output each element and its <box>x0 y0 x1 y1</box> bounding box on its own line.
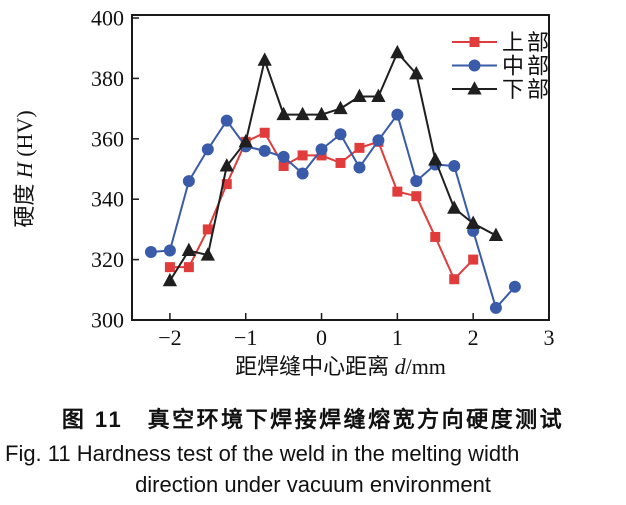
caption-english-line1: Fig. 11 Hardness test of the weld in the… <box>5 441 520 466</box>
x-axis-label: 距焊缝中心距离 d/mm <box>235 354 446 379</box>
circle-marker-icon <box>296 167 309 180</box>
circle-marker-icon <box>144 246 157 259</box>
y-axis: 300 320 340 360 380 400 <box>91 6 139 333</box>
triangle-marker-icon <box>466 215 481 229</box>
circle-marker-icon <box>182 175 195 188</box>
x-axis: −2 −1 0 1 2 3 <box>158 313 555 350</box>
triangle-marker-icon <box>409 66 424 80</box>
triangle-marker-icon <box>428 152 443 166</box>
legend-circle-marker-icon <box>468 59 481 72</box>
circle-marker-icon <box>201 143 214 156</box>
y-tick-label: 320 <box>91 247 124 272</box>
triangle-marker-icon <box>295 106 310 121</box>
triangle-marker-icon <box>276 106 291 121</box>
square-marker-icon <box>468 254 479 265</box>
circle-marker-icon <box>410 175 423 188</box>
series-lower <box>162 44 504 287</box>
triangle-marker-icon <box>488 227 504 241</box>
y-tick-label: 360 <box>91 126 124 151</box>
square-marker-icon <box>411 191 422 202</box>
x-tick-label: −1 <box>234 325 257 350</box>
circle-marker-icon <box>277 150 290 163</box>
triangle-marker-icon <box>257 52 272 66</box>
x-tick-label: 1 <box>392 325 403 350</box>
legend-triangle-marker-icon <box>467 81 482 95</box>
triangle-marker-icon <box>314 106 329 121</box>
circle-marker-icon <box>334 128 347 141</box>
legend-label: 下部 <box>502 77 552 102</box>
plot-border <box>131 14 550 321</box>
legend-item-middle: 中部 <box>452 54 552 79</box>
caption-chinese: 图 11 真空环境下焊接焊缝熔宽方向硬度测试 <box>61 407 565 432</box>
square-marker-icon <box>164 262 175 273</box>
circle-marker-icon <box>372 134 385 147</box>
triangle-marker-icon <box>200 247 215 261</box>
y-tick-label: 300 <box>91 308 124 333</box>
square-marker-icon <box>430 231 441 242</box>
legend-item-upper: 上部 <box>452 30 552 55</box>
circle-marker-icon <box>448 159 461 172</box>
circle-marker-icon <box>353 161 366 174</box>
hardness-line-chart: −2 −1 0 1 2 3 300 320 340 360 380 400 距焊缝中心距离 d/mm 硬度… <box>12 6 555 380</box>
square-marker-icon <box>449 274 460 285</box>
legend-label: 上部 <box>502 30 552 55</box>
circle-marker-icon <box>508 280 521 293</box>
triangle-marker-icon <box>238 133 253 148</box>
x-tick-label: −2 <box>158 325 181 350</box>
caption-english-line2: direction under vacuum environment <box>135 472 491 497</box>
square-marker-icon <box>259 127 270 138</box>
circle-marker-icon <box>489 301 502 314</box>
x-tick-label: 3 <box>544 325 555 350</box>
series-middle-line <box>149 113 516 309</box>
circle-marker-icon <box>391 108 404 121</box>
square-marker-icon <box>297 150 308 161</box>
triangle-marker-icon <box>162 272 178 287</box>
y-tick-label: 400 <box>91 6 124 31</box>
triangle-marker-icon <box>352 88 367 103</box>
circle-marker-icon <box>258 144 271 157</box>
triangle-marker-icon <box>219 158 234 172</box>
x-tick-label: 0 <box>316 325 327 350</box>
series-middle <box>144 108 521 314</box>
square-marker-icon <box>183 262 194 273</box>
square-marker-icon <box>392 186 403 197</box>
y-axis-label: 硬度 H (HV) <box>12 110 37 227</box>
triangle-marker-icon <box>181 242 196 257</box>
circle-marker-icon <box>163 244 176 257</box>
square-marker-icon <box>354 142 365 153</box>
x-tick-label: 2 <box>468 325 479 350</box>
series-lower-line <box>168 51 497 282</box>
square-marker-icon <box>335 157 346 168</box>
square-marker-icon <box>202 224 213 235</box>
triangle-marker-icon <box>447 200 462 214</box>
legend-square-marker-icon <box>469 37 480 47</box>
legend-label: 中部 <box>502 54 552 79</box>
circle-marker-icon <box>315 143 328 156</box>
triangle-marker-icon <box>371 88 386 103</box>
triangle-marker-icon <box>333 100 348 115</box>
legend-item-lower: 下部 <box>452 77 552 102</box>
triangle-marker-icon <box>390 44 405 59</box>
y-tick-label: 380 <box>91 66 124 91</box>
y-tick-label: 340 <box>91 187 124 212</box>
circle-marker-icon <box>220 114 233 127</box>
